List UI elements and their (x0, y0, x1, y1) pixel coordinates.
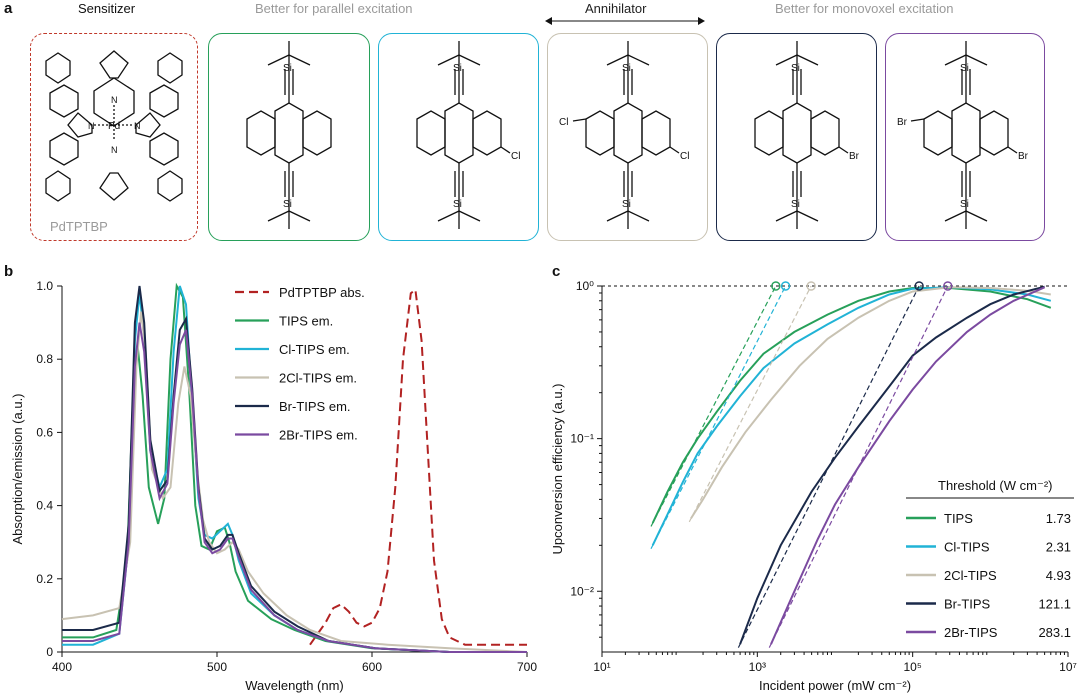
y-axis-title: Absorption/emission (a.u.) (10, 393, 25, 544)
legend-label: Cl-TIPS em. (279, 342, 350, 357)
x-axis-title: Wavelength (nm) (245, 678, 344, 693)
legend-label: 2Br-TIPS em. (279, 428, 358, 443)
y-tick-label: 0 (46, 645, 53, 659)
si-atom-bottom: Si (283, 199, 292, 210)
series-line-2cl-tips (690, 286, 1051, 519)
series-line-2br-tips (770, 286, 1046, 645)
y-tick-label: 10⁰ (576, 279, 594, 293)
br-atom: Br (849, 151, 860, 162)
x-tick-label: 10¹ (593, 660, 610, 674)
panel-b-letter: b (4, 263, 14, 280)
sensitizer-box (30, 33, 198, 241)
tips-box (208, 33, 370, 241)
si-atom-top: Si (960, 63, 969, 74)
x-tick-label: 10⁷ (1059, 660, 1077, 674)
threshold-marker (806, 281, 816, 291)
br-atom-left: Br (897, 117, 908, 128)
br-tips-structure: Si Si Br (754, 41, 860, 229)
legend-threshold-value: 283.1 (1038, 625, 1071, 640)
threshold-marker (780, 281, 791, 291)
n-atom-top: N (111, 95, 118, 105)
threshold-marker (771, 281, 781, 291)
series-line-br-tips (739, 285, 1045, 645)
pdtptbp-structure: Pd N N N N PdTPTBP (45, 50, 183, 234)
2cl-tips-box (547, 33, 708, 241)
legend-label: 2Br-TIPS (944, 625, 998, 640)
y-tick-label: 0.8 (36, 352, 53, 366)
series-line-2br-tips-em- (62, 322, 527, 653)
series-line-pdtptbp-abs- (309, 287, 527, 646)
si-atom-top: Si (791, 63, 800, 74)
y-tick-label: 0.2 (36, 572, 53, 586)
n-atom-bottom: N (111, 145, 118, 155)
y-tick-label: 1.0 (36, 279, 53, 293)
y-tick-label: 0.4 (36, 499, 53, 513)
cl-tips-box (378, 33, 539, 241)
legend-label: Br-TIPS em. (279, 399, 351, 414)
legend-label: TIPS em. (279, 314, 333, 329)
sensitizer-header: Sensitizer (78, 1, 136, 16)
cl-tips-structure: Si Si Cl (416, 41, 520, 229)
legend-label: 2Cl-TIPS em. (279, 371, 357, 386)
legend-threshold-value: 1.73 (1046, 511, 1071, 526)
annihilator-arrow (545, 17, 705, 25)
n-atom-right: N (134, 121, 141, 131)
si-atom-top: Si (622, 63, 631, 74)
cl-atom: Cl (511, 151, 520, 162)
2br-tips-box (885, 33, 1045, 241)
parallel-header: Better for parallel excitation (255, 1, 413, 16)
legend-threshold-value: 121.1 (1038, 597, 1071, 612)
si-atom-top: Si (283, 63, 292, 74)
legend-label: 2Cl-TIPS (944, 568, 997, 583)
si-atom-bottom: Si (453, 199, 462, 210)
legend-label: Br-TIPS (944, 597, 991, 612)
threshold-fit-line (650, 285, 787, 549)
x-tick-label: 10⁵ (904, 660, 922, 674)
si-atom-bottom: Si (791, 199, 800, 210)
series-line-tips (651, 287, 1052, 524)
legend-threshold-value: 4.93 (1046, 568, 1071, 583)
x-tick-label: 600 (362, 660, 382, 674)
x-tick-label: 500 (207, 660, 227, 674)
legend-label: TIPS (944, 511, 973, 526)
si-atom-bottom: Si (960, 199, 969, 210)
pd-atom-label: Pd (108, 121, 120, 132)
x-tick-label: 10³ (749, 660, 766, 674)
threshold-fit-line (650, 285, 777, 527)
cl-atom-right: Cl (680, 151, 689, 162)
br-atom-right: Br (1018, 151, 1029, 162)
sensitizer-name: PdTPTBP (50, 219, 108, 234)
cl-atom-left: Cl (559, 117, 568, 128)
y-tick-label: 10⁻¹ (570, 432, 594, 446)
monovoxel-header: Better for monovoxel excitation (775, 1, 954, 16)
x-axis-title: Incident power (mW cm⁻²) (759, 678, 911, 693)
y-tick-label: 10⁻² (570, 584, 594, 598)
legend-threshold-value: 2.31 (1046, 540, 1071, 555)
upconversion-chart: 10¹ 10³ 10⁵ 10⁷ 10⁻² 10⁻¹ 10⁰ Incident power (m… (550, 279, 1077, 693)
y-tick-label: 0.6 (36, 425, 53, 439)
n-atom-left: N (88, 121, 95, 131)
x-tick-label: 700 (517, 660, 537, 674)
panel-a-letter: a (4, 0, 13, 17)
si-atom-bottom: Si (622, 199, 631, 210)
threshold-marker (943, 281, 953, 291)
legend-label: Cl-TIPS (944, 540, 990, 555)
y-axis-title: Upconversion efficiency (a.u.) (550, 383, 565, 554)
2br-tips-structure: Si Si Br Br (897, 41, 1029, 229)
tips-structure: Si Si (246, 41, 332, 229)
si-atom-top: Si (453, 63, 462, 74)
panel-c-letter: c (552, 263, 561, 280)
br-tips-box (716, 33, 877, 241)
legend-title: Threshold (W cm⁻²) (938, 478, 1052, 493)
absorption-emission-chart: 400 500 600 700 0 0.2 0.4 0.6 0.8 1.0 Wavelength (… (10, 279, 537, 693)
annihilator-header: Annihilator (585, 1, 647, 16)
threshold-marker (914, 281, 924, 291)
threshold-fit-line (688, 285, 812, 523)
x-tick-label: 400 (52, 660, 72, 674)
legend-label: PdTPTBP abs. (279, 285, 365, 300)
2cl-tips-structure: Si Si Cl Cl (559, 41, 689, 229)
